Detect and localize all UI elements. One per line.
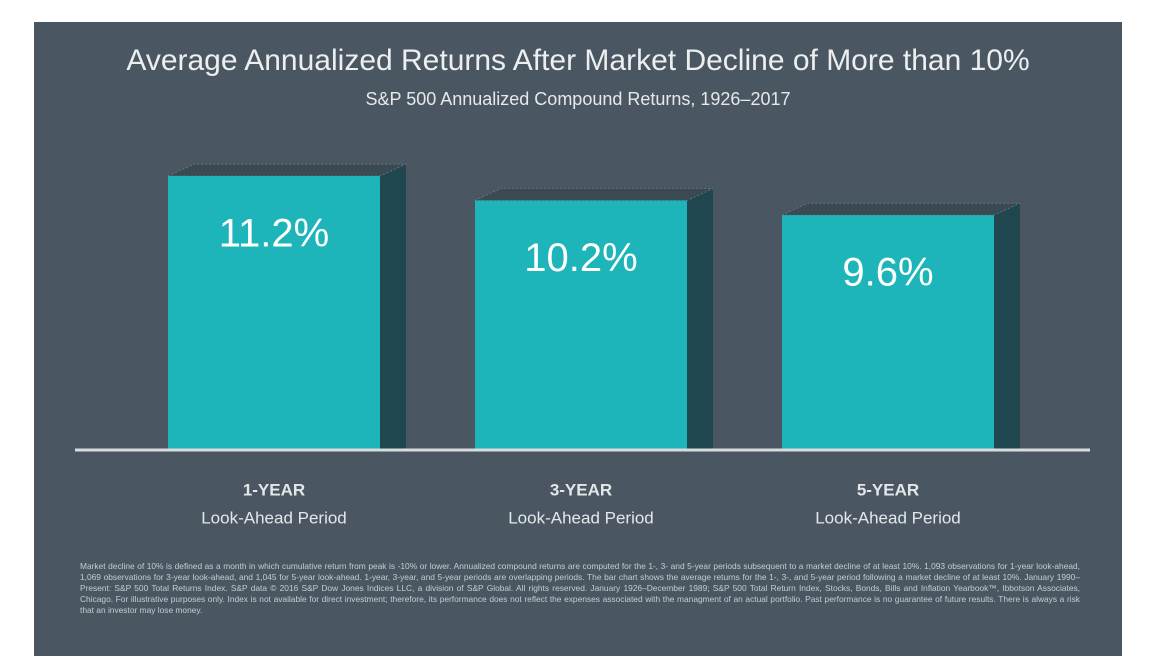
value-label: 10.2% xyxy=(524,236,637,280)
footnote: Market decline of 10% is defined as a mo… xyxy=(80,561,1080,615)
bar-top xyxy=(474,188,714,201)
bar-side xyxy=(994,203,1020,450)
value-label: 9.6% xyxy=(842,251,933,295)
x-tick-label: 1-YEAR xyxy=(243,480,305,499)
x-tick-sublabel: Look-Ahead Period xyxy=(508,508,654,527)
bar-side xyxy=(380,164,406,450)
bar xyxy=(168,176,380,450)
bar xyxy=(782,215,994,450)
bar-top xyxy=(781,202,1021,216)
x-tick-label: 5-YEAR xyxy=(857,480,919,499)
chart-title: Average Annualized Returns After Market … xyxy=(126,44,1029,77)
x-tick-sublabel: Look-Ahead Period xyxy=(815,508,961,527)
x-tick-sublabel: Look-Ahead Period xyxy=(201,508,347,527)
bar xyxy=(475,200,687,450)
bar-top xyxy=(167,163,407,177)
value-label: 11.2% xyxy=(219,212,329,256)
x-tick-label: 3-YEAR xyxy=(550,480,612,499)
chart-subtitle: S&P 500 Annualized Compound Returns, 192… xyxy=(366,89,791,109)
bar-side xyxy=(687,188,713,450)
